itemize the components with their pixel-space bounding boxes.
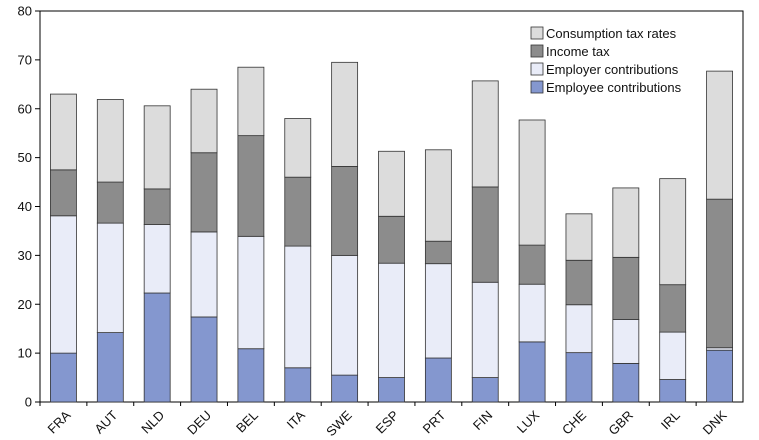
- y-tick-label: 60: [18, 101, 32, 116]
- bar-segment-lux-income-tax: [518, 244, 546, 285]
- bar-segment-prt-income-tax: [424, 240, 452, 265]
- bar-segment-ita-consumption-tax-rates: [284, 118, 312, 178]
- x-tick-label: FIN: [470, 408, 495, 433]
- legend-label: Employee contributions: [546, 80, 682, 95]
- bar-segment-gbr-employee-contributions: [612, 362, 640, 403]
- x-tick-label: CHE: [559, 407, 589, 437]
- bar-segment-ita-income-tax: [284, 176, 312, 247]
- x-axis: FRA AUT NLD DEU BEL ITA SWE ESP PRT FIN LUX CHE GBR I…: [39, 402, 730, 439]
- bar-segment-fra-consumption-tax-rates: [50, 93, 77, 171]
- x-tick-label: DNK: [700, 407, 730, 437]
- bar-segment-swe-consumption-tax-rates: [331, 61, 359, 167]
- legend-swatch: [530, 44, 544, 58]
- legend-swatch: [530, 80, 544, 94]
- bar-segment-nld-income-tax: [143, 188, 171, 225]
- x-tick-label: GBR: [605, 408, 636, 439]
- legend-swatch: [530, 26, 544, 40]
- y-tick-label: 0: [25, 395, 32, 410]
- y-tick-label: 80: [18, 4, 32, 19]
- x-tick-label: ITA: [284, 407, 308, 431]
- y-tick-label: 50: [18, 150, 32, 165]
- x-tick-label: BEL: [233, 408, 261, 436]
- bar-segment-aut-consumption-tax-rates: [96, 99, 124, 183]
- bar-segment-fra-employer-contributions: [50, 215, 77, 354]
- bar-segment-deu-employer-contributions: [190, 231, 218, 318]
- bar-segment-fra-employee-contributions: [50, 352, 77, 403]
- bar-segment-bel-employer-contributions: [237, 235, 265, 350]
- bar-segment-che-consumption-tax-rates: [565, 213, 593, 261]
- bar-segment-swe-employer-contributions: [331, 254, 359, 376]
- bar-segment-prt-employer-contributions: [424, 263, 452, 359]
- x-tick-label: FRA: [45, 407, 74, 436]
- bar-segment-che-employer-contributions: [565, 304, 593, 354]
- bar-segment-lux-employer-contributions: [518, 283, 546, 343]
- bars: [50, 61, 733, 403]
- bar-segment-swe-employee-contributions: [331, 374, 359, 403]
- bar-segment-esp-employee-contributions: [378, 377, 405, 403]
- x-tick-label: LUX: [514, 407, 543, 436]
- bar-segment-prt-consumption-tax-rates: [424, 149, 452, 242]
- bar-segment-irl-employer-contributions: [659, 331, 687, 380]
- y-tick-label: 10: [18, 346, 32, 361]
- bar-segment-dnk-consumption-tax-rates: [706, 70, 733, 200]
- bar-segment-bel-income-tax: [237, 135, 265, 237]
- x-tick-label: DEU: [184, 408, 214, 438]
- bar-segment-bel-employee-contributions: [237, 348, 265, 403]
- x-tick-label: IRL: [658, 408, 683, 433]
- bar-segment-nld-employee-contributions: [143, 292, 171, 403]
- bar-segment-lux-consumption-tax-rates: [518, 119, 546, 246]
- bar-segment-deu-employee-contributions: [190, 316, 218, 403]
- bar-segment-fin-employee-contributions: [471, 377, 499, 403]
- bar-segment-aut-income-tax: [96, 181, 124, 224]
- legend-label: Income tax: [546, 44, 610, 59]
- bar-segment-irl-income-tax: [659, 284, 687, 333]
- bar-segment-irl-employee-contributions: [659, 379, 687, 403]
- y-tick-label: 20: [18, 297, 32, 312]
- legend: Consumption tax rates Income tax Employer …: [530, 26, 682, 95]
- bar-segment-prt-employee-contributions: [424, 357, 452, 403]
- x-tick-label: AUT: [91, 407, 120, 436]
- legend-label: Employer contributions: [546, 62, 679, 77]
- legend-label: Consumption tax rates: [546, 26, 677, 41]
- bar-segment-aut-employer-contributions: [96, 222, 124, 333]
- bar-segment-esp-employer-contributions: [378, 262, 405, 378]
- bar-segment-swe-income-tax: [331, 166, 359, 256]
- bar-segment-ita-employer-contributions: [284, 245, 312, 369]
- bar-segment-deu-consumption-tax-rates: [190, 88, 218, 154]
- bar-segment-nld-consumption-tax-rates: [143, 105, 171, 190]
- bar-segment-gbr-employer-contributions: [612, 319, 640, 364]
- y-tick-label: 30: [18, 248, 32, 263]
- bar-segment-dnk-income-tax: [706, 198, 733, 349]
- bar-segment-bel-consumption-tax-rates: [237, 66, 265, 137]
- bar-segment-nld-employer-contributions: [143, 224, 171, 294]
- y-tick-label: 70: [18, 52, 32, 67]
- x-tick-label: ESP: [373, 408, 402, 437]
- bar-segment-esp-consumption-tax-rates: [378, 150, 405, 217]
- legend-swatch: [530, 62, 544, 76]
- bar-segment-fin-employer-contributions: [471, 281, 499, 378]
- x-tick-label: PRT: [420, 407, 449, 436]
- bar-segment-esp-income-tax: [378, 215, 405, 264]
- bar-segment-dnk-employee-contributions: [706, 349, 733, 403]
- x-tick-label: SWE: [323, 407, 355, 439]
- x-tick-label: NLD: [138, 408, 167, 437]
- bar-segment-gbr-consumption-tax-rates: [612, 187, 640, 258]
- bar-segment-che-income-tax: [565, 259, 593, 306]
- bar-segment-fin-income-tax: [471, 186, 499, 283]
- y-tick-label: 40: [18, 199, 32, 214]
- bar-segment-fra-income-tax: [50, 169, 77, 217]
- bar-segment-fin-consumption-tax-rates: [471, 80, 499, 188]
- bar-segment-gbr-income-tax: [612, 256, 640, 320]
- bar-segment-lux-employee-contributions: [518, 341, 546, 403]
- y-axis: 0 10 20 30 40 50 60 70 80: [18, 4, 40, 410]
- bar-segment-ita-employee-contributions: [284, 367, 312, 403]
- bar-segment-aut-employee-contributions: [96, 332, 124, 403]
- bar-segment-che-employee-contributions: [565, 352, 593, 403]
- bar-segment-irl-consumption-tax-rates: [659, 178, 687, 286]
- bar-segment-deu-income-tax: [190, 152, 218, 233]
